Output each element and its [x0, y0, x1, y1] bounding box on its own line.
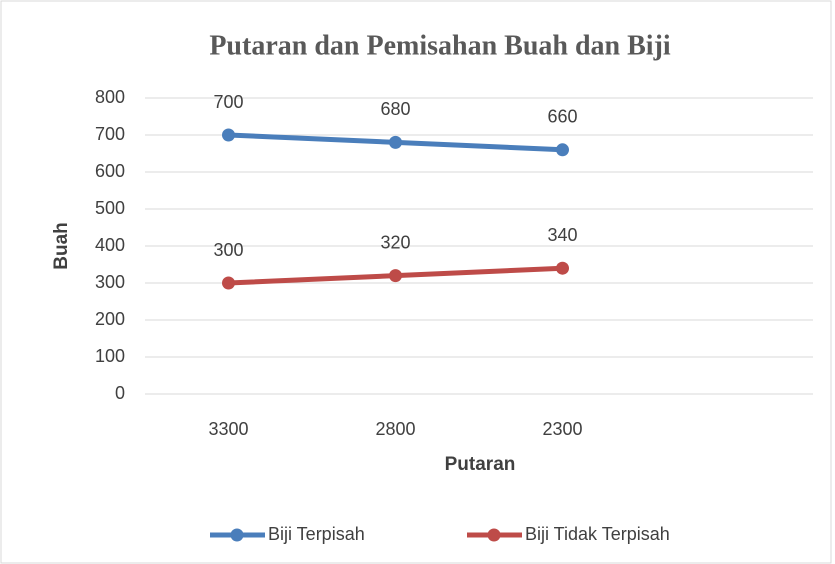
- y-tick-label: 600: [95, 161, 125, 181]
- y-tick-label: 700: [95, 124, 125, 144]
- data-label: 320: [380, 232, 410, 252]
- y-tick-label: 400: [95, 235, 125, 255]
- y-tick-label: 800: [95, 87, 125, 107]
- y-tick-label: 100: [95, 346, 125, 366]
- chart-title: Putaran dan Pemisahan Buah dan Biji: [209, 30, 671, 61]
- data-point: [222, 276, 235, 290]
- legend-label: Biji Tidak Terpisah: [525, 524, 670, 544]
- data-point: [389, 135, 402, 149]
- legend-label: Biji Terpisah: [268, 524, 365, 544]
- data-label: 700: [213, 92, 243, 112]
- y-tick-label: 300: [95, 272, 125, 292]
- x-tick-label: 3300: [208, 419, 248, 439]
- x-tick-label: 2800: [375, 419, 415, 439]
- y-axis-title: Buah: [51, 222, 72, 270]
- x-axis-title: Putaran: [445, 454, 516, 475]
- data-label: 660: [547, 107, 577, 127]
- x-tick-label: 2300: [542, 419, 582, 439]
- data-point: [556, 261, 569, 275]
- data-point: [222, 128, 235, 142]
- data-label: 680: [380, 99, 410, 119]
- y-tick-label: 500: [95, 198, 125, 218]
- data-point: [556, 143, 569, 157]
- y-tick-label: 0: [115, 383, 125, 403]
- data-label: 340: [547, 225, 577, 245]
- data-label: 300: [213, 240, 243, 260]
- y-tick-label: 200: [95, 309, 125, 329]
- legend-marker: [487, 528, 501, 542]
- data-point: [389, 269, 402, 283]
- legend-marker: [230, 528, 244, 542]
